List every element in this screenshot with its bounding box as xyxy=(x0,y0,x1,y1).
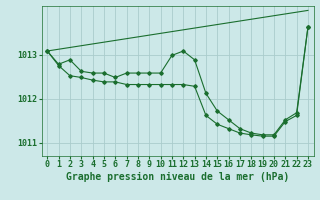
X-axis label: Graphe pression niveau de la mer (hPa): Graphe pression niveau de la mer (hPa) xyxy=(66,172,289,182)
